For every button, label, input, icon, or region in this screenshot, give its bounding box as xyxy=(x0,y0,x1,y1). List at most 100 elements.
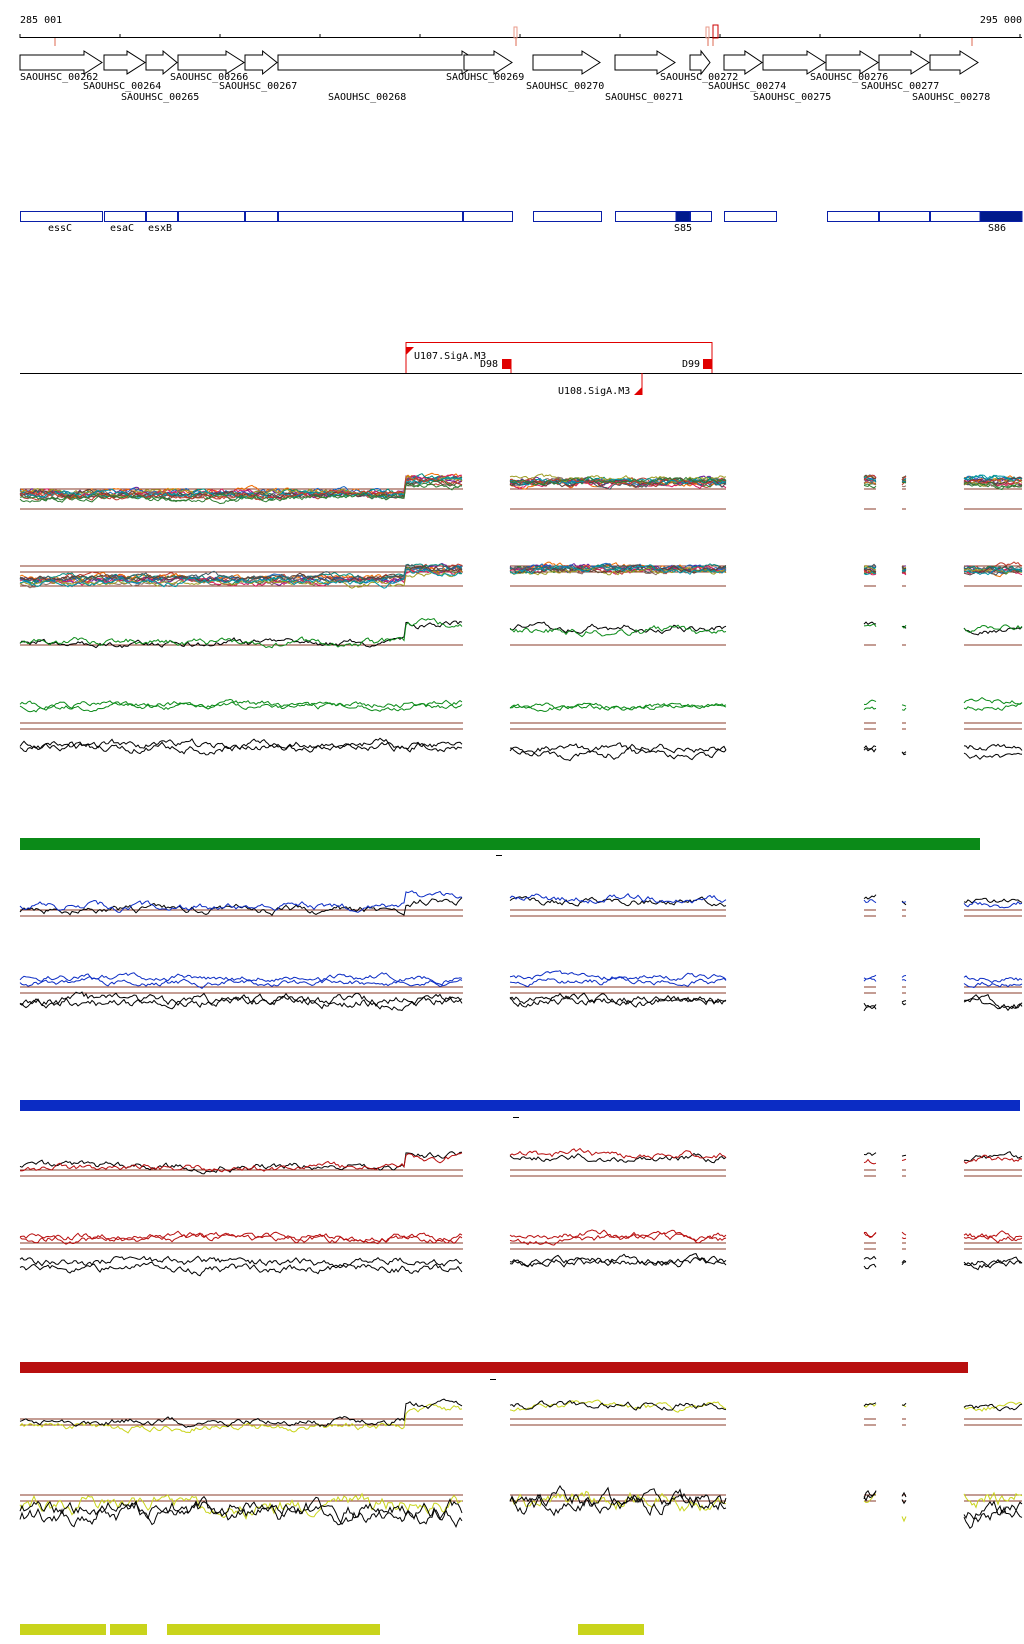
expression-trace xyxy=(20,898,462,916)
profile-group xyxy=(20,1399,1022,1433)
expression-trace xyxy=(902,976,906,978)
profile-group xyxy=(20,891,1022,916)
expression-trace xyxy=(902,1001,906,1002)
terminator-label: D98 xyxy=(480,359,498,370)
operon-box xyxy=(279,212,463,222)
operon-label: essC xyxy=(48,223,72,234)
operon-label: S86 xyxy=(988,223,1006,234)
gene-arrow xyxy=(724,51,762,74)
expression-trace xyxy=(902,1159,906,1160)
expression-trace xyxy=(20,1499,462,1524)
expression-trace xyxy=(964,753,1022,759)
promoter-label: U107.SigA.M3 xyxy=(414,351,486,362)
ruler-ticks xyxy=(20,25,1020,46)
gene-label: SAOUHSC_00278 xyxy=(912,92,990,103)
expression-trace xyxy=(864,1264,876,1268)
operon-box-filled xyxy=(980,212,1022,222)
expression-trace xyxy=(510,625,726,636)
expression-trace xyxy=(20,1152,462,1174)
expression-trace xyxy=(20,1494,462,1519)
gene-label: SAOUHSC_00274 xyxy=(708,81,786,92)
expression-trace xyxy=(964,898,1022,903)
expression-trace xyxy=(20,994,462,1008)
expression-trace xyxy=(510,703,726,711)
expression-trace xyxy=(20,1262,462,1276)
ruler-feature-box xyxy=(514,27,517,38)
expression-trace xyxy=(20,742,462,755)
expression-trace xyxy=(964,744,1022,750)
expression-trace xyxy=(964,698,1022,705)
gene-label: SAOUHSC_00275 xyxy=(753,92,831,103)
expression-trace xyxy=(510,1254,726,1267)
expression-trace xyxy=(510,1486,726,1513)
gene-arrow xyxy=(104,51,145,74)
operon-label: esaC xyxy=(110,223,134,234)
operon-label: S85 xyxy=(674,223,692,234)
gene-arrow xyxy=(464,51,512,74)
gene-arrow xyxy=(533,51,600,74)
expression-trace xyxy=(902,1232,906,1235)
profile-group xyxy=(20,1149,1022,1177)
expression-trace xyxy=(864,1160,876,1164)
profile-group xyxy=(20,698,1022,729)
operon-box xyxy=(931,212,981,222)
gene-arrow xyxy=(146,51,177,74)
expression-trace xyxy=(510,971,726,981)
gene-label: SAOUHSC_00277 xyxy=(861,81,939,92)
profile-group xyxy=(20,473,1022,509)
terminator-mark xyxy=(703,359,712,369)
profile-group xyxy=(20,1254,1022,1276)
gene-label: SAOUHSC_00268 xyxy=(328,92,406,103)
expression-trace xyxy=(510,993,726,1007)
expression-trace xyxy=(510,894,726,904)
gene-label: SAOUHSC_00264 xyxy=(83,81,161,92)
expression-trace xyxy=(864,895,876,899)
expression-trace xyxy=(20,1399,462,1427)
gene-label: SAOUHSC_00270 xyxy=(526,81,604,92)
operon-box xyxy=(534,212,602,222)
segment-bar-yellow xyxy=(578,1624,644,1635)
terminator-label: D99 xyxy=(682,359,700,370)
expression-trace xyxy=(902,1003,906,1005)
segment-bar-red xyxy=(20,1362,968,1373)
expression-trace xyxy=(864,1153,876,1156)
expression-trace xyxy=(964,902,1022,908)
segment-bar-yellow xyxy=(110,1624,147,1635)
gene-track: SAOUHSC_00262SAOUHSC_00264SAOUHSC_00265S… xyxy=(20,51,990,103)
expression-trace xyxy=(964,703,1022,710)
expression-trace xyxy=(964,1502,1022,1521)
gene-label: SAOUHSC_00271 xyxy=(605,92,683,103)
expression-trace xyxy=(864,975,876,979)
expression-trace xyxy=(510,1254,726,1267)
expression-trace xyxy=(964,976,1022,983)
terminator-mark xyxy=(502,359,511,369)
gene-arrow xyxy=(178,51,244,74)
coord-start-label: 285 001 xyxy=(20,15,62,26)
coordinate-ruler: 285 001 295 000 xyxy=(20,15,1022,46)
expression-trace xyxy=(864,624,876,627)
operon-box xyxy=(147,212,178,222)
promoter-flag xyxy=(406,347,414,355)
expression-trace xyxy=(864,900,876,903)
segment-bar-yellow xyxy=(167,1624,380,1635)
gene-arrow xyxy=(763,51,825,74)
expression-trace xyxy=(902,1238,906,1239)
profile-group xyxy=(20,992,1022,1011)
expression-trace xyxy=(864,707,876,710)
segment-bar-blue xyxy=(20,1100,1020,1111)
gene-arrow xyxy=(930,51,978,74)
gene-arrow xyxy=(278,51,480,74)
operon-box-filled xyxy=(676,212,690,222)
ruler-feature-box xyxy=(713,25,718,38)
operon-box xyxy=(464,212,513,222)
operon-box xyxy=(179,212,245,222)
segment-bar-yellow xyxy=(20,1624,106,1635)
expression-trace xyxy=(902,1403,906,1405)
expression-trace xyxy=(902,1155,906,1156)
gene-arrow xyxy=(615,51,675,74)
expression-trace xyxy=(20,992,462,1011)
